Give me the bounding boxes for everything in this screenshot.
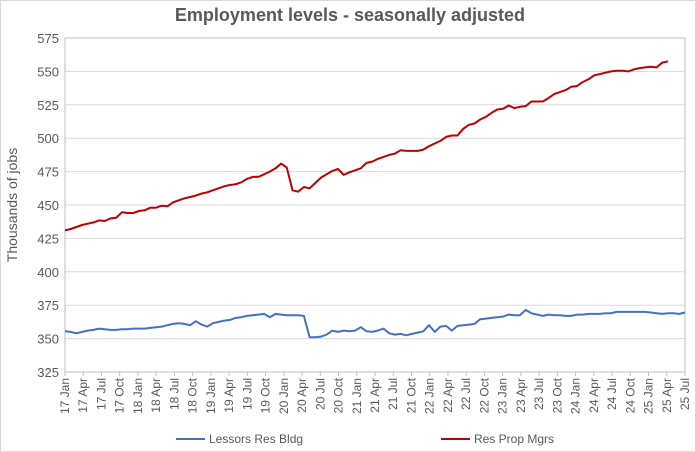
y-tick-label: 400 xyxy=(37,265,59,280)
y-tick-label: 475 xyxy=(37,165,59,180)
x-tick-label: 17 Apr xyxy=(76,378,90,413)
legend-label-propmgrs: Res Prop Mgrs xyxy=(474,432,554,446)
y-tick-label: 575 xyxy=(37,31,59,46)
x-tick-label: 21 Jul xyxy=(386,378,400,410)
y-tick-label: 350 xyxy=(37,332,59,347)
x-tick-label: 22 Oct xyxy=(477,377,491,413)
y-tick-label: 450 xyxy=(37,198,59,213)
x-tick-label: 25 Apr xyxy=(660,378,674,413)
y-tick-label: 325 xyxy=(37,365,59,380)
x-tick-label: 19 Jan xyxy=(204,378,218,414)
legend: Lessors Res Bldg Res Prop Mgrs xyxy=(176,432,554,446)
x-tick-label: 24 Apr xyxy=(587,378,601,413)
series-lines xyxy=(64,60,686,339)
x-tick-label: 21 Jan xyxy=(350,378,364,414)
legend-label-lessors: Lessors Res Bldg xyxy=(209,432,303,446)
x-tick-label: 22 Jul xyxy=(459,378,473,410)
x-tick-label: 25 Jan xyxy=(642,378,656,414)
x-tick-label: 25 Jul xyxy=(678,378,692,410)
y-tick-label: 525 xyxy=(37,98,59,113)
y-tick-label: 375 xyxy=(37,298,59,313)
gridlines xyxy=(64,37,686,373)
x-tick-label: 23 Apr xyxy=(514,378,528,413)
x-tick-label: 20 Apr xyxy=(295,378,309,413)
x-tick-label: 24 Jan xyxy=(569,378,583,414)
x-tick-label: 19 Oct xyxy=(259,377,273,413)
x-tick-label: 23 Jan xyxy=(496,378,510,414)
y-tick-label: 425 xyxy=(37,231,59,246)
x-tick-label: 24 Oct xyxy=(623,377,637,413)
x-tick-label: 19 Apr xyxy=(222,378,236,413)
x-tick-label: 20 Oct xyxy=(332,377,346,413)
x-tick-label: 20 Jan xyxy=(277,378,291,414)
x-tick-label: 23 Jul xyxy=(532,378,546,410)
x-tick-label: 22 Apr xyxy=(441,378,455,413)
x-tick-label: 17 Jul xyxy=(94,378,108,410)
x-tick-label: 24 Jul xyxy=(605,378,619,410)
x-tick-label: 18 Jul xyxy=(167,378,181,410)
x-tick-label: 17 Oct xyxy=(113,377,127,413)
y-tick-label: 500 xyxy=(37,131,59,146)
x-tick-label: 21 Apr xyxy=(368,378,382,413)
x-tick-labels: 17 Jan 17 Apr 17 Jul 17 Oct 18 Jan 18 Apr 18 J… xyxy=(58,372,692,414)
x-tick-label: 20 Jul xyxy=(313,378,327,410)
series-line-lessors-res-bldg xyxy=(64,308,686,339)
x-tick-label: 23 Oct xyxy=(550,377,564,413)
x-tick-label: 19 Jul xyxy=(240,378,254,410)
x-tick-label: 21 Oct xyxy=(404,377,418,413)
series-line-res-prop-mgrs xyxy=(64,60,669,232)
chart-title: Employment levels - seasonally adjusted xyxy=(175,5,525,25)
x-tick-label: 22 Jan xyxy=(423,378,437,414)
x-tick-label: 18 Oct xyxy=(186,377,200,413)
x-tick-label: 18 Apr xyxy=(149,378,163,413)
y-tick-label: 550 xyxy=(37,64,59,79)
y-tick-labels: 325 350 375 400 425 450 475 500 525 550 575 xyxy=(37,31,59,380)
y-axis-label: Thousands of jobs xyxy=(4,148,20,262)
x-tick-label: 17 Jan xyxy=(58,378,72,414)
x-tick-label: 18 Jan xyxy=(131,378,145,414)
